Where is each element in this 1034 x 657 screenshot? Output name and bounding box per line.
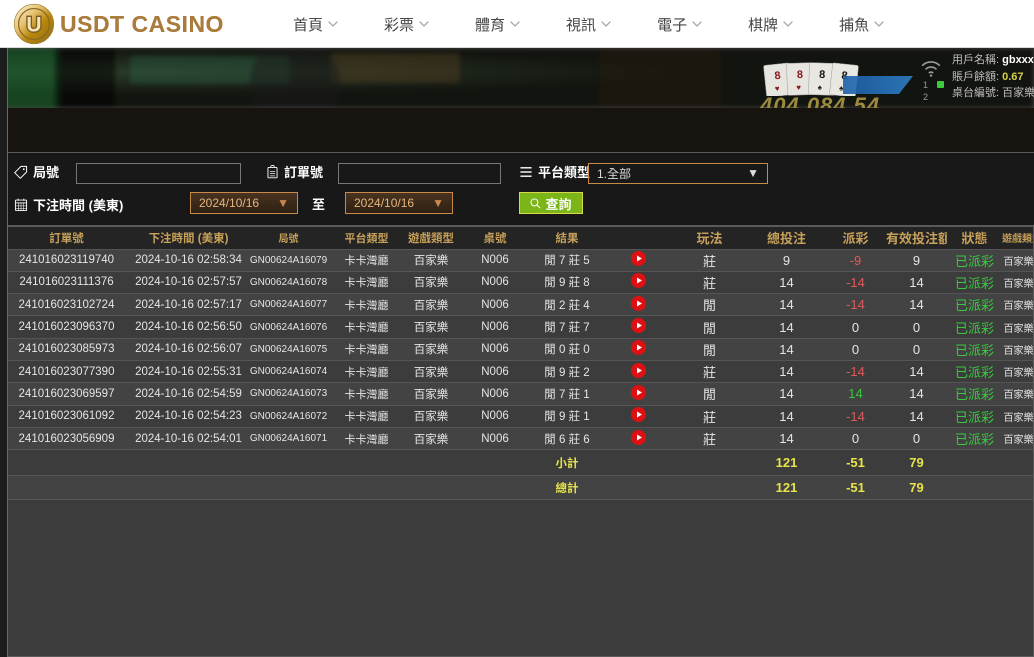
svg-text:U: U	[26, 13, 41, 36]
svg-text:8: 8	[797, 69, 804, 81]
svg-text:♥: ♥	[796, 83, 801, 92]
svg-text:8: 8	[774, 70, 781, 83]
svg-text:8: 8	[819, 69, 826, 81]
